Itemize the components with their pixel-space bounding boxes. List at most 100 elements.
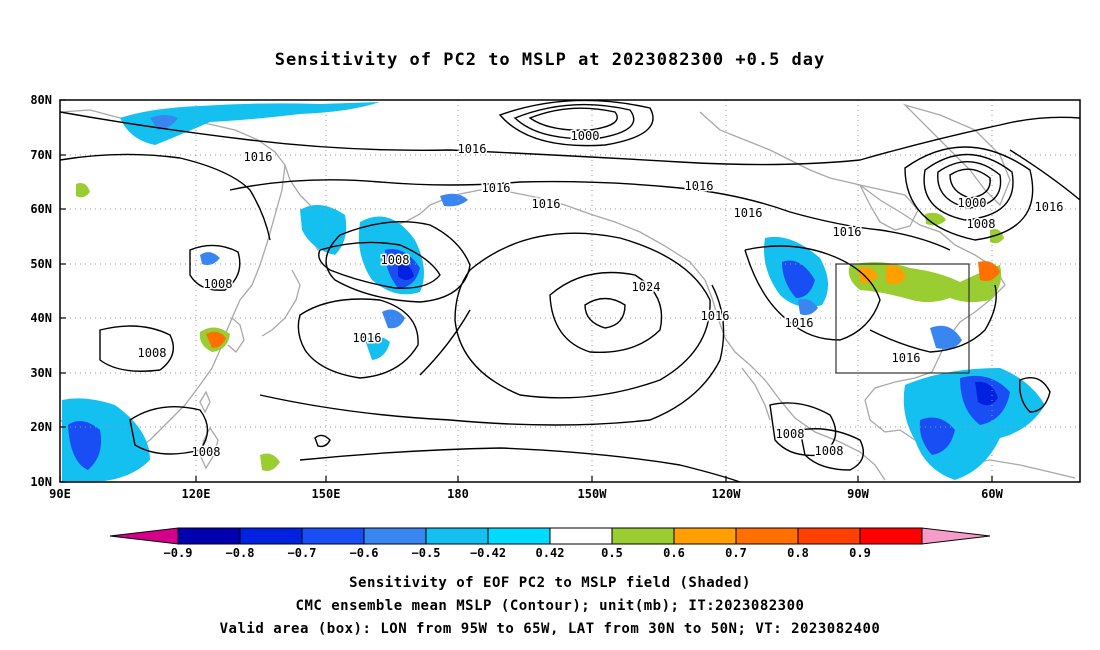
contour-1016-high <box>454 232 711 399</box>
caption-contour: CMC ensemble mean MSLP (Contour); unit(m… <box>295 598 805 614</box>
colorbar-label: 0.8 <box>787 546 809 560</box>
contour-1008-mexico-2 <box>799 428 864 471</box>
sensitivity-shading <box>62 102 1045 482</box>
contour-label: 1016 <box>685 179 714 193</box>
contour-label: 1000 <box>958 196 987 210</box>
coastline-korea <box>227 317 245 353</box>
shade-blue-na-small <box>798 299 818 316</box>
coastline-hudson-bay <box>858 184 919 231</box>
contour-label: 1024 <box>632 280 661 294</box>
mslp-contours <box>60 100 1080 482</box>
contour-low-canada-inner <box>949 168 991 199</box>
contour-low-arctic-inner <box>528 107 618 131</box>
contour-1016-northeast <box>1009 149 1080 201</box>
contour-small-pacific <box>314 434 331 448</box>
y-tick-label: 30N <box>30 366 52 380</box>
colorbar-label: 0.5 <box>601 546 623 560</box>
colorbar-label: −0.9 <box>164 546 193 560</box>
shade-blue-atlantic-30n <box>930 325 962 349</box>
shade-orange-box-3 <box>978 261 1000 281</box>
colorbar-segment <box>239 527 303 545</box>
shade-blue-npac-2 <box>382 309 405 329</box>
shade-blue-small-1 <box>200 252 220 266</box>
contour-1024-high <box>549 271 663 354</box>
contour-1016-high-outer <box>419 309 471 376</box>
colorbar-low-triangle <box>109 527 179 545</box>
colorbar-segment <box>425 527 489 545</box>
coastline-gulf-mexico <box>864 371 936 451</box>
contour-label: 1016 <box>353 331 382 345</box>
contour-label-extra: 1008 <box>815 444 844 458</box>
contour-label: 1016 <box>785 316 814 330</box>
colorbar-label: 0.7 <box>725 546 747 560</box>
colorbar-segment <box>797 527 861 545</box>
contour-1008-siberia <box>189 244 241 291</box>
contour-label: 1016 <box>833 225 862 239</box>
colorbar-label: −0.6 <box>350 546 379 560</box>
y-tick-label: 10N <box>30 475 52 489</box>
shade-green-philippines <box>260 453 280 471</box>
colorbar-segment <box>177 527 241 545</box>
shade-blue-kamchatka <box>300 205 347 255</box>
contour-label: 1016 <box>458 142 487 156</box>
coastline-asia-north <box>60 109 301 196</box>
y-tick-label: 80N <box>30 93 52 107</box>
shade-blue-caribbean-deep <box>975 381 998 406</box>
x-tick-label: 60W <box>981 487 1003 501</box>
colorbar-label: −0.8 <box>226 546 255 560</box>
colorbar-segment <box>859 527 923 545</box>
colorbar-label: −0.42 <box>470 546 506 560</box>
y-tick-label: 60N <box>30 202 52 216</box>
x-tick-label: 150E <box>312 487 341 501</box>
contour-1008-se-asia <box>129 405 209 455</box>
y-tick-label: 20N <box>30 420 52 434</box>
contour-1008-canada <box>904 146 1034 241</box>
valid-area-box <box>835 263 970 374</box>
coastline-japan <box>261 269 301 337</box>
contour-1024-high-inner <box>584 297 626 329</box>
caption-shading: Sensitivity of EOF PC2 to MSLP field (Sh… <box>349 575 751 591</box>
contour-1016-second <box>229 179 951 251</box>
contour-1008-mexico <box>769 402 837 457</box>
coastline-canada-arctic <box>699 111 956 246</box>
shade-green-siberia <box>76 183 90 198</box>
y-tick-label: 50N <box>30 257 52 271</box>
x-tick-label: 150W <box>578 487 608 501</box>
contour-1008-bering-2 <box>325 221 471 303</box>
contour-label: 1016 <box>244 150 273 164</box>
tick-marks <box>59 99 993 483</box>
contour-label: 1016 <box>532 197 561 211</box>
shade-blue-indochina-core <box>68 421 102 470</box>
contour-labels: 1000 1016 1016 1016 1016 1016 1016 1000 … <box>136 128 1065 461</box>
map-plot-area: 1000 1016 1016 1016 1016 1016 1016 1000 … <box>30 93 1081 501</box>
contour-low-canada-mid <box>937 161 1002 209</box>
contour-label: 1016 <box>734 206 763 220</box>
y-axis-labels: 80N 70N 60N 50N 40N 30N 20N 10N <box>30 93 52 489</box>
contour-caribbean-low <box>1019 377 1051 413</box>
shade-blue-npac <box>365 336 390 360</box>
map-grid <box>60 100 1080 482</box>
contour-label: 1016 <box>1035 200 1064 214</box>
colorbar-label: 0.42 <box>536 546 565 560</box>
x-tick-label: 120E <box>182 487 211 501</box>
shade-green-canada <box>925 212 946 226</box>
coastline-na-west <box>704 279 886 481</box>
coastline-taiwan <box>199 390 211 414</box>
colorbar-segment <box>549 527 613 545</box>
colorbar-label: 0.6 <box>663 546 685 560</box>
coastline-philippines <box>199 426 219 470</box>
colorbar-label: −0.7 <box>288 546 317 560</box>
colorbar-label: −0.5 <box>412 546 441 560</box>
shade-orange-box-2 <box>886 265 906 285</box>
shade-blue-kuril <box>440 193 468 207</box>
contour-1016-pacific-south <box>259 284 725 426</box>
contour-label-extra: 1016 <box>892 351 921 365</box>
colorbar-segment <box>735 527 799 545</box>
colorbar-high-triangle <box>921 527 991 545</box>
contour-label: 1008 <box>381 253 410 267</box>
contour-label: 1008 <box>204 277 233 291</box>
y-tick-label: 40N <box>30 311 52 325</box>
shade-blue-na-west-core <box>782 260 815 298</box>
contour-1008-bering <box>318 241 441 289</box>
x-tick-label: 90E <box>49 487 71 501</box>
